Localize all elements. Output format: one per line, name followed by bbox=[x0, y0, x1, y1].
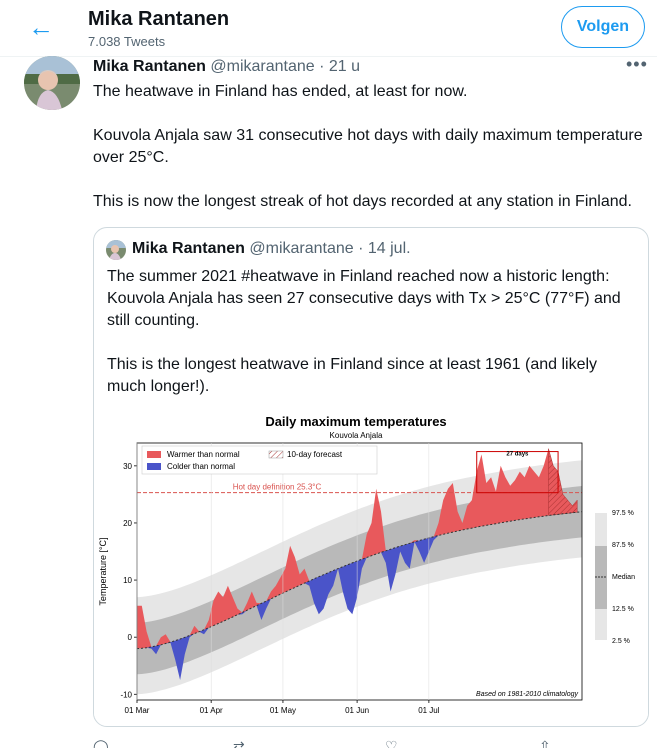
percentile-label: 2.5 % bbox=[612, 638, 630, 645]
y-tick-label: 30 bbox=[123, 462, 132, 471]
legend-cold-label: Colder than normal bbox=[167, 462, 235, 471]
x-tick-label: 01 Jul bbox=[418, 706, 440, 715]
y-tick-label: 20 bbox=[123, 519, 132, 528]
arrow-left-icon[interactable]: ← bbox=[28, 12, 54, 42]
quote-avatar[interactable] bbox=[106, 240, 126, 260]
y-tick-label: -10 bbox=[120, 690, 132, 699]
chart-title: Daily maximum temperatures bbox=[265, 414, 446, 429]
tweet-paragraph-2: Kouvola Anjala saw 31 consecutive hot da… bbox=[93, 127, 643, 166]
more-dots-icon[interactable]: ••• bbox=[626, 54, 648, 74]
legend-forecast-label: 10-day forecast bbox=[287, 450, 343, 459]
quote-author-name: Mika Rantanen bbox=[132, 240, 245, 257]
quote-paragraph-2: This is the longest heatwave in Finland … bbox=[107, 356, 598, 395]
tweet-paragraph-3: This is now the longest streak of hot da… bbox=[93, 193, 632, 210]
threshold-label: Hot day definition 25.3°C bbox=[233, 483, 322, 492]
avatar[interactable] bbox=[24, 56, 80, 110]
x-tick-label: 01 Jun bbox=[345, 706, 369, 715]
legend-warm-label: Warmer than normal bbox=[167, 450, 240, 459]
percentile-label: Median bbox=[612, 574, 635, 581]
chart-subtitle: Kouvola Anjala bbox=[330, 431, 383, 440]
legend-box bbox=[141, 445, 378, 475]
reply-icon[interactable]: ◯ bbox=[93, 738, 109, 748]
y-tick-label: 0 bbox=[128, 633, 133, 642]
tweet-paragraph-1: The heatwave in Finland has ended, at le… bbox=[93, 83, 468, 100]
x-tick-label: 01 Mar bbox=[125, 706, 150, 715]
quote-paragraph-1: The summer 2021 #heatwave in Finland rea… bbox=[107, 268, 621, 329]
legend-forecast-swatch bbox=[268, 450, 284, 459]
share-icon[interactable]: ⇧ bbox=[539, 738, 551, 748]
quote-header: Mika Rantanen @mikarantane · 14 jul. bbox=[132, 240, 411, 258]
percentile-label: 87.5 % bbox=[612, 542, 634, 549]
header-divider bbox=[0, 56, 657, 57]
tweet-count: 7.038 Tweets bbox=[88, 34, 166, 49]
tweet-actions: ◯ ⇄ ♡ ⇧ bbox=[93, 738, 649, 748]
quote-handle-time: @mikarantane · 14 jul. bbox=[249, 240, 411, 257]
y-tick-label: 10 bbox=[123, 576, 132, 585]
header-name: Mika Rantanen bbox=[88, 8, 230, 30]
profile-header: ← Mika Rantanen 7.038 Tweets Volgen bbox=[0, 0, 657, 56]
legend-warm-swatch bbox=[147, 451, 161, 458]
streak-label: 27 days bbox=[506, 452, 529, 458]
x-tick-label: 01 Apr bbox=[200, 706, 223, 715]
streak-box bbox=[476, 451, 559, 494]
chart-footnote: Based on 1981-2010 climatology bbox=[476, 691, 578, 698]
forecast-hatched-area bbox=[548, 448, 578, 516]
like-icon[interactable]: ♡ bbox=[385, 738, 398, 748]
temperature-chart[interactable]: Daily maximum temperatures Kouvola Anjala… bbox=[94, 408, 648, 718]
percentile-label: 97.5 % bbox=[612, 510, 634, 517]
retweet-icon[interactable]: ⇄ bbox=[233, 738, 245, 748]
legend-cold-swatch bbox=[147, 463, 161, 470]
chart-svg: Daily maximum temperatures Kouvola Anjala… bbox=[98, 414, 635, 715]
tweet-handle-time[interactable]: @mikarantane · 21 u bbox=[210, 58, 361, 75]
tweet-header: Mika Rantanen @mikarantane · 21 u bbox=[93, 58, 360, 76]
y-axis-label: Temperature [°C] bbox=[98, 537, 108, 605]
follow-button[interactable]: Volgen bbox=[561, 6, 645, 48]
quoted-tweet[interactable]: Mika Rantanen @mikarantane · 14 jul. The… bbox=[93, 227, 649, 727]
tweet-author-name[interactable]: Mika Rantanen bbox=[93, 58, 206, 75]
percentile-label: 12.5 % bbox=[612, 606, 634, 613]
x-tick-label: 01 May bbox=[270, 706, 296, 715]
